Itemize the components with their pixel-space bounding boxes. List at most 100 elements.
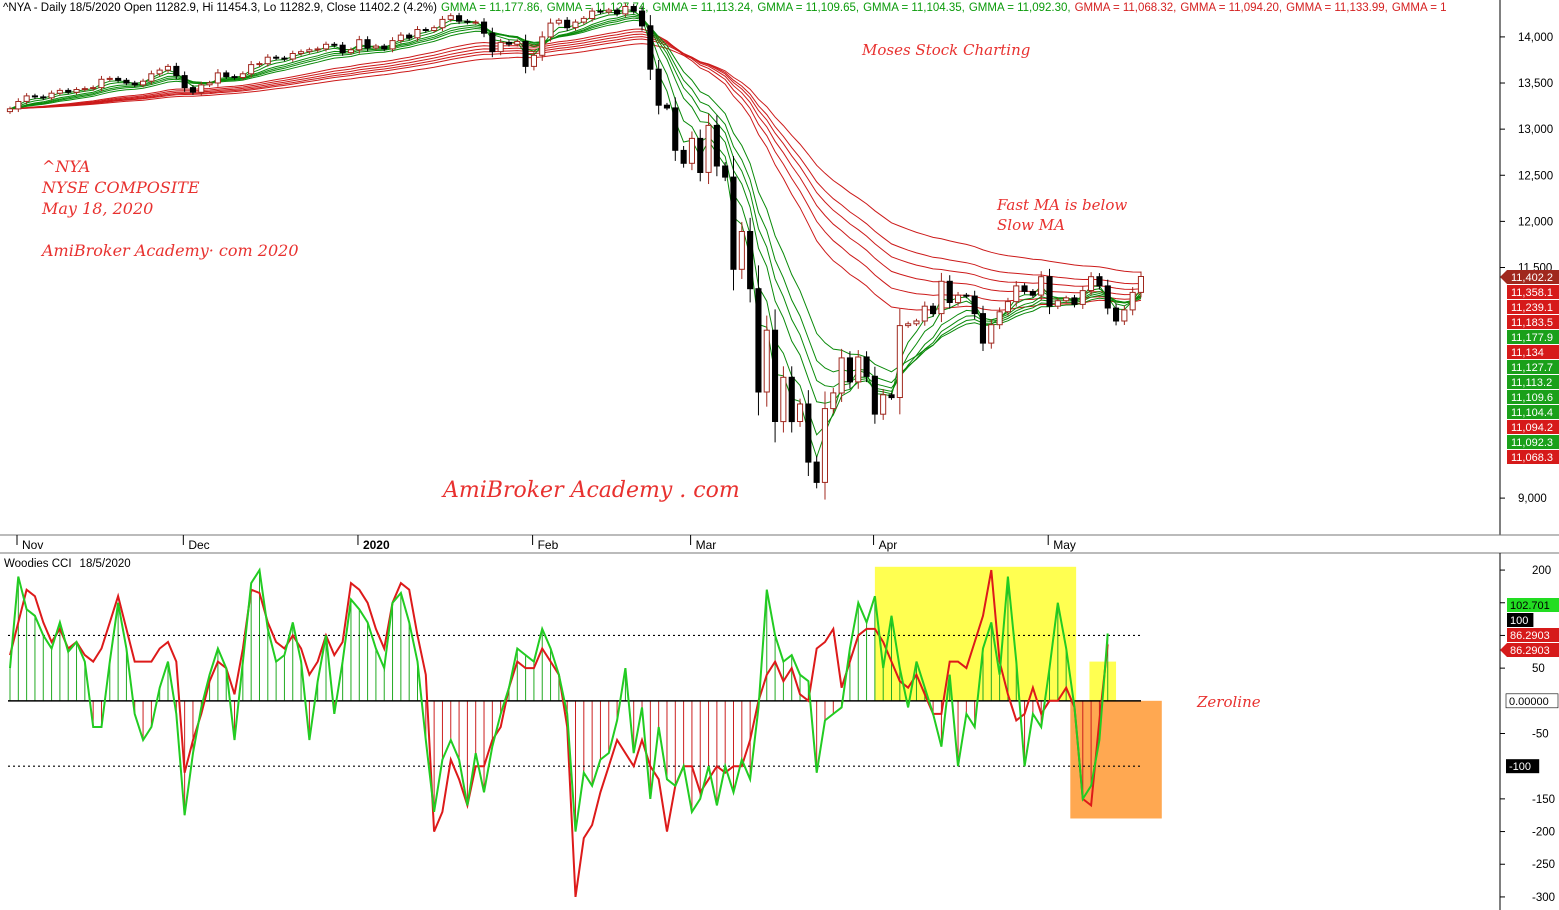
candle-body: [489, 32, 496, 53]
price-badge: [1507, 360, 1559, 374]
price-badge-label: 11,104.4: [1511, 407, 1553, 419]
candle-body: [214, 72, 221, 84]
candle-body: [564, 19, 571, 29]
candle-body: [572, 21, 579, 29]
candle-body: [472, 21, 479, 24]
cci-line: [9, 567, 1109, 832]
candle-body: [98, 78, 105, 89]
candle-body: [164, 65, 171, 71]
candle-body: [397, 34, 404, 42]
candle-body: [65, 89, 72, 93]
price-badges: 11,402.2 11,358.1 11,239.1 11,183.5 11,177.9…: [1500, 270, 1559, 464]
gmma-header-value: GMMA = 1: [1392, 2, 1447, 14]
cci-tick-label: -50: [1532, 729, 1549, 741]
price-header: ^NYA - Daily 18/5/2020 Open 11282.9, Hi …: [3, 2, 1447, 14]
price-badge: [1507, 390, 1559, 404]
annotation-watermark: AmiBroker Academy . com: [441, 478, 740, 503]
annotation-fast-ma: Fast MA is below: [996, 196, 1127, 214]
candle-body: [955, 294, 962, 304]
candle-body: [181, 75, 188, 89]
candle-body: [223, 72, 230, 78]
candle-body: [173, 65, 180, 77]
candle-body: [231, 76, 238, 79]
candle-body: [323, 43, 330, 50]
price-tick-label: 13,500: [1518, 78, 1553, 90]
candle-body: [1063, 297, 1070, 302]
price-tick-label: 12,000: [1518, 216, 1553, 228]
price-y-ticks: 14,00013,50013,00012,50012,00011,5009,00…: [1500, 32, 1553, 505]
slow-ma-line-45: [9, 36, 1142, 290]
candle-body: [381, 45, 388, 50]
price-badge-label: 11,127.7: [1511, 362, 1553, 374]
candle-body: [414, 29, 421, 39]
cci-tick-label: -200: [1532, 827, 1555, 839]
candle-body: [722, 165, 729, 178]
price-candles: [6, 3, 1145, 500]
candle-body: [697, 137, 704, 173]
price-badge: [1507, 270, 1559, 284]
cci-title: Woodies CCI: [4, 558, 72, 570]
candle-body: [298, 51, 305, 55]
candle-body: [372, 45, 379, 49]
time-axis: Nov Dec 2020 Feb Mar Apr May: [16, 535, 1076, 552]
price-header-title: ^NYA - Daily 18/5/2020 Open 11282.9, Hi …: [3, 2, 437, 14]
candle-body: [913, 320, 920, 325]
candle-body: [938, 280, 945, 315]
gmma-header-value: GMMA = 11,113.24,: [652, 2, 753, 14]
candle-body: [963, 294, 970, 297]
cci-badge-label: 86.2903: [1510, 645, 1550, 657]
price-badge-label: 11,068.3: [1511, 452, 1553, 464]
candle-body: [680, 149, 687, 164]
annotation-date: May 18, 2020: [41, 199, 153, 218]
cci-badge: [1507, 613, 1534, 627]
candle-body: [763, 329, 770, 393]
candle-body: [979, 313, 987, 344]
price-badge: [1507, 435, 1559, 449]
candle-body: [846, 357, 854, 383]
cci-badge-label: -100: [1509, 761, 1531, 773]
candle-body: [547, 22, 554, 38]
candle-body: [406, 34, 413, 39]
cci-badge-pointer: [1500, 643, 1507, 657]
price-badge-label: 11,183.5: [1511, 317, 1553, 329]
candle-body: [805, 403, 812, 463]
candle-body: [1113, 307, 1120, 322]
cci-header: Woodies CCI 18/5/2020: [4, 558, 131, 570]
candle-body: [639, 10, 646, 27]
candle-body: [422, 29, 429, 31]
candle-body: [1096, 276, 1103, 287]
candle-body: [1013, 285, 1020, 303]
candle-body: [23, 95, 30, 102]
gmma-header-value: GMMA = 11,068.32,: [1075, 2, 1177, 14]
time-tick-label: Apr: [879, 538, 898, 552]
candle-body: [655, 68, 662, 106]
candle-body: [389, 40, 396, 50]
candle-body: [481, 21, 488, 34]
price-badge-label: 11,358.1: [1511, 287, 1553, 299]
gmma-header-value: GMMA = 11,177.86,: [441, 2, 543, 14]
candle-body: [1046, 276, 1053, 307]
candle-body: [905, 323, 912, 327]
cci-highlight-zone: [1070, 700, 1162, 819]
candle-body: [1021, 285, 1028, 292]
candle-body: [888, 394, 895, 399]
candle-body: [189, 87, 196, 93]
cci-highlight-zone: [874, 566, 1077, 701]
candle-body: [289, 53, 296, 60]
candle-body: [140, 80, 147, 86]
candle-body: [123, 79, 130, 84]
cci-badge: [1506, 759, 1540, 774]
price-panel: ^NYA - Daily 18/5/2020 Open 11282.9, Hi …: [0, 0, 1559, 552]
annotation-name: NYSE COMPOSITE: [41, 178, 200, 197]
candle-body: [663, 104, 671, 109]
candle-body: [48, 92, 55, 99]
price-badge-label: 11,109.6: [1511, 392, 1553, 404]
candle-body: [206, 82, 213, 86]
cci-tick-label: -150: [1532, 794, 1555, 806]
cci-badge-label: 0.00000: [1509, 696, 1549, 708]
annotation-slow-ma: Slow MA: [997, 216, 1065, 234]
price-tick-label: 13,000: [1518, 124, 1553, 136]
candle-body: [921, 305, 928, 322]
candle-body: [115, 77, 122, 81]
